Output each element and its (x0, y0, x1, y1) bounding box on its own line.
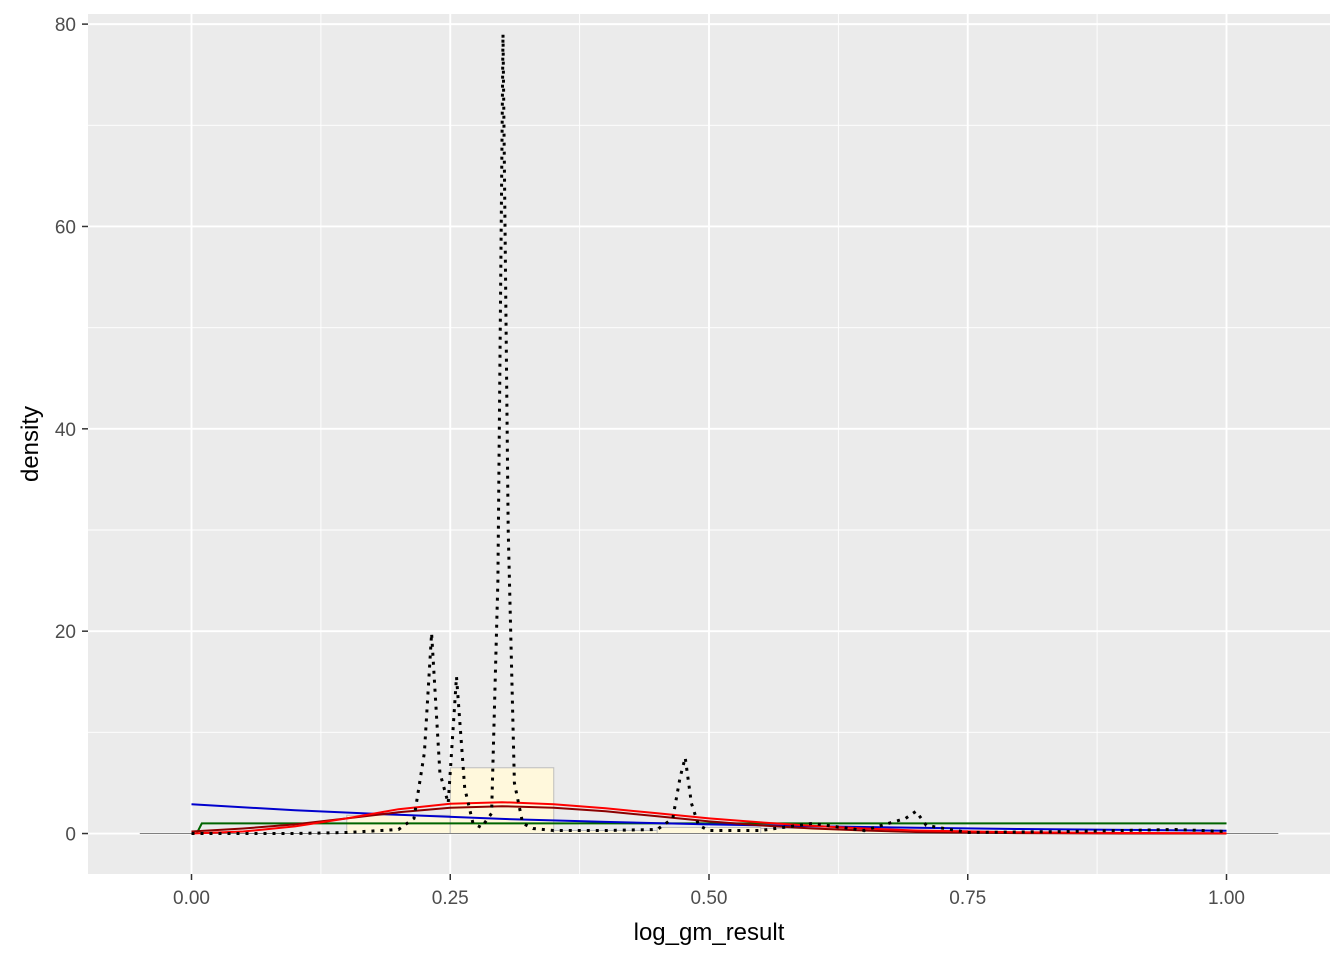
y-axis-title: density (17, 406, 44, 482)
x-axis-title: log_gm_result (634, 919, 785, 946)
fitted-curves (139, 801, 1279, 835)
exponential-fit-curve (191, 803, 1227, 832)
x-tick-label: 0.00 (173, 888, 210, 909)
empirical-density (191, 34, 1227, 835)
x-tick-label: 0.50 (691, 888, 728, 909)
x-tick-label: 0.25 (432, 888, 469, 909)
y-tick-label: 40 (55, 420, 76, 441)
y-tick-label: 80 (55, 15, 76, 36)
x-tick-label: 0.75 (949, 888, 986, 909)
x-tick-label: 1.00 (1208, 888, 1245, 909)
y-tick-label: 20 (55, 622, 76, 643)
empirical-density-curve (191, 34, 1227, 835)
lognormal-fit-curve (191, 801, 1227, 835)
y-tick-label: 0 (65, 825, 76, 846)
x-axis-ticks: 0.00 0.25 0.50 0.75 1.00 (173, 874, 1245, 909)
y-axis-ticks: 0 20 40 60 80 (55, 15, 88, 846)
histogram-bar (656, 826, 762, 835)
y-tick-label: 60 (55, 217, 76, 238)
